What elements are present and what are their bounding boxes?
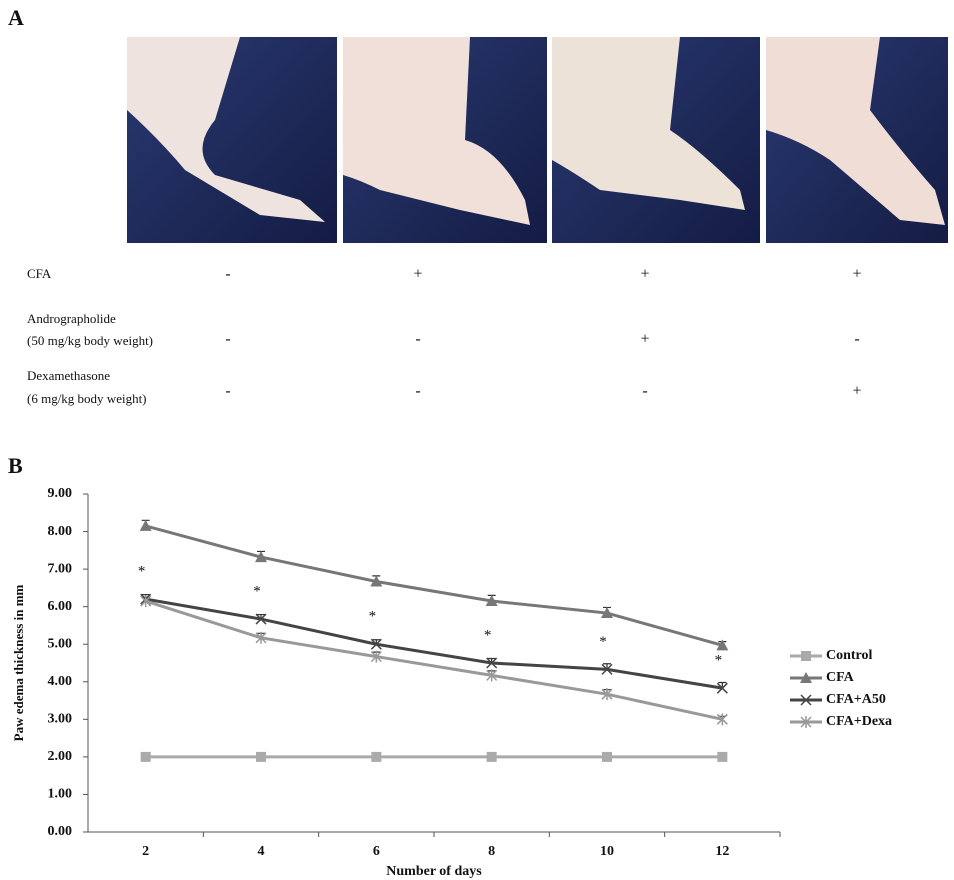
x-tick-label: 8 (488, 844, 495, 859)
y-tick-label: 7.00 (48, 561, 73, 576)
row-label: (6 mg/kg body weight) (27, 391, 147, 406)
row-label: Dexamethasone (27, 368, 110, 383)
photo (552, 37, 760, 243)
cell: - (415, 331, 420, 348)
y-tick-label: 4.00 (48, 674, 73, 689)
marker (256, 752, 266, 762)
x-tick-label: 12 (715, 844, 729, 859)
x-tick-label: 6 (373, 844, 380, 859)
cell: - (854, 331, 859, 348)
y-axis-title: Paw edema thickness in mm (11, 584, 26, 741)
significance: * (369, 609, 377, 625)
row-label: CFA (27, 266, 52, 281)
row-label: Andrographolide (27, 311, 116, 326)
significance: * (138, 564, 146, 580)
significance: * (253, 583, 261, 599)
significance: * (484, 627, 492, 643)
y-tick-label: 5.00 (48, 636, 73, 651)
x-tick-label: 10 (600, 844, 614, 859)
y-tick-label: 3.00 (48, 712, 73, 727)
cell: + (640, 331, 649, 348)
marker (371, 752, 381, 762)
row-label: (50 mg/kg body weight) (27, 333, 153, 348)
marker (141, 752, 151, 762)
series (141, 594, 728, 693)
series-line (146, 599, 723, 688)
legend-label: CFA+A50 (826, 692, 886, 707)
photos (127, 37, 948, 243)
y-tick-label: 2.00 (48, 749, 73, 764)
series (141, 752, 728, 762)
series (140, 520, 729, 650)
y-tick-label: 1.00 (48, 787, 73, 802)
legend-label: Control (826, 648, 873, 663)
photo (127, 37, 337, 243)
panel-label: A (8, 5, 24, 30)
y-tick-label: 8.00 (48, 524, 73, 539)
y-tick-label: 6.00 (48, 599, 73, 614)
significance: * (715, 653, 723, 669)
photo (343, 37, 547, 243)
cell: - (225, 266, 230, 283)
figure: A B Paw edema thickness in mm Number of … (0, 0, 954, 880)
x-tick-label: 4 (258, 844, 265, 859)
cell: + (413, 266, 422, 283)
page: {"panel_a": {"label": "A", "rows": [ {"l… (0, 0, 954, 880)
x-tick-label: 2 (142, 844, 149, 859)
cell: - (225, 331, 230, 348)
series-line (146, 601, 723, 719)
legend-label: CFA (826, 670, 855, 685)
legend-label: CFA+Dexa (826, 714, 892, 729)
cell: + (852, 266, 861, 283)
marker (487, 752, 497, 762)
cell: + (852, 383, 861, 400)
photo (766, 37, 948, 243)
cell: - (415, 383, 420, 400)
significance: * (599, 634, 607, 650)
panel-label: B (8, 453, 23, 478)
marker (801, 651, 811, 661)
marker (602, 752, 612, 762)
cell: - (225, 383, 230, 400)
y-tick-label: 9.00 (48, 486, 73, 501)
x-axis-title: Number of days (386, 864, 482, 879)
marker (140, 520, 152, 531)
cell: + (640, 266, 649, 283)
marker (717, 752, 727, 762)
y-tick-label: 0.00 (48, 824, 73, 839)
cell: - (642, 383, 647, 400)
